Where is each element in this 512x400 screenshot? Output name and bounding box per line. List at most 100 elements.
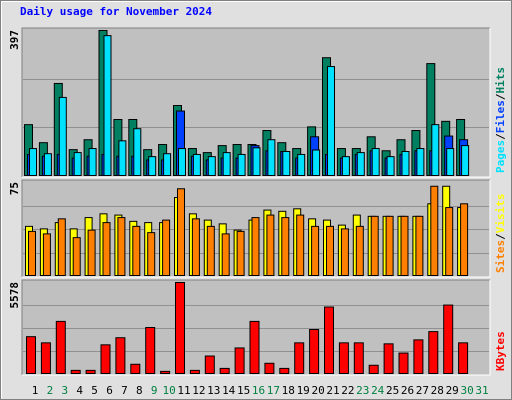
bar bbox=[386, 156, 395, 176]
bar bbox=[177, 188, 185, 276]
bar bbox=[458, 342, 469, 374]
x-tick-label: 3 bbox=[61, 384, 68, 397]
bar bbox=[115, 337, 126, 374]
x-tick-label: 12 bbox=[192, 384, 205, 397]
panel-bevel bbox=[21, 179, 490, 277]
panel-bevel bbox=[22, 280, 491, 376]
legend-entry: Hits bbox=[494, 67, 507, 94]
x-tick-label: 20 bbox=[311, 384, 324, 397]
x-tick-label: 9 bbox=[151, 384, 158, 397]
bar bbox=[191, 218, 200, 276]
x-tick-label: 23 bbox=[356, 384, 369, 397]
bar bbox=[252, 147, 261, 177]
bar bbox=[355, 225, 364, 277]
x-tick-label: 7 bbox=[121, 384, 128, 397]
bar bbox=[189, 369, 200, 374]
bar bbox=[72, 237, 81, 276]
bar bbox=[28, 230, 36, 277]
bar bbox=[55, 320, 66, 374]
x-tick-label: 13 bbox=[207, 384, 220, 397]
legend: Sites/Visits bbox=[494, 194, 507, 274]
bar bbox=[264, 362, 275, 375]
bar bbox=[130, 363, 141, 374]
bar bbox=[206, 225, 215, 277]
bar bbox=[267, 139, 276, 176]
legend: Pages/Files/Hits bbox=[494, 67, 507, 173]
bar bbox=[73, 152, 82, 176]
panel-bevel bbox=[21, 27, 490, 177]
legend-entry: Visits bbox=[494, 194, 507, 234]
x-tick-label: 26 bbox=[401, 384, 414, 397]
x-tick-label: 24 bbox=[371, 384, 385, 397]
legend-separator: / bbox=[494, 93, 507, 100]
bar bbox=[117, 217, 126, 277]
bar bbox=[309, 328, 320, 375]
bar bbox=[385, 215, 394, 276]
bar bbox=[294, 342, 305, 374]
bar bbox=[443, 304, 454, 374]
bar bbox=[341, 156, 350, 176]
bar bbox=[133, 128, 142, 176]
bar bbox=[40, 342, 51, 374]
bar bbox=[222, 152, 231, 176]
bar bbox=[297, 153, 306, 176]
bar bbox=[221, 233, 230, 277]
bar bbox=[204, 355, 215, 375]
bar bbox=[236, 230, 245, 277]
bar bbox=[160, 370, 171, 375]
bar bbox=[428, 331, 439, 375]
legend-entry: Files bbox=[494, 100, 507, 133]
legend: KBytes bbox=[494, 331, 507, 371]
x-tick-label: 15 bbox=[237, 384, 250, 397]
bar bbox=[26, 336, 36, 374]
bar bbox=[430, 185, 439, 276]
bar bbox=[43, 153, 52, 176]
y-tick-label: 75 bbox=[8, 182, 21, 195]
bar bbox=[219, 367, 230, 375]
bar bbox=[249, 320, 260, 374]
panel-bevel bbox=[22, 28, 491, 178]
bar bbox=[401, 150, 410, 177]
bar bbox=[461, 145, 470, 176]
bar bbox=[445, 207, 454, 276]
bar bbox=[416, 148, 425, 177]
x-tick-label: 2 bbox=[47, 384, 54, 397]
y-tick-label: 5578 bbox=[8, 282, 21, 309]
bar bbox=[398, 352, 409, 375]
legend-separator: / bbox=[494, 233, 507, 240]
bar bbox=[326, 225, 334, 277]
chart-title: Daily usage for November 2024 bbox=[20, 5, 212, 18]
bar bbox=[327, 66, 335, 176]
bar bbox=[85, 369, 96, 374]
bar bbox=[175, 282, 185, 374]
legend-entry: Sites bbox=[494, 240, 507, 273]
bar bbox=[70, 369, 81, 374]
y-tick-label: 397 bbox=[8, 30, 21, 50]
x-tick-label: 14 bbox=[222, 384, 236, 397]
bar bbox=[370, 215, 379, 276]
bar bbox=[282, 150, 291, 177]
bar bbox=[87, 229, 96, 276]
bar bbox=[446, 148, 455, 177]
x-tick-label: 30 bbox=[460, 384, 473, 397]
bar bbox=[383, 343, 394, 374]
bar bbox=[88, 148, 97, 177]
bar bbox=[57, 218, 66, 276]
x-tick-label: 11 bbox=[177, 384, 190, 397]
bar bbox=[42, 233, 51, 277]
x-tick-label: 19 bbox=[297, 384, 310, 397]
bar bbox=[102, 222, 111, 277]
x-tick-label: 5 bbox=[91, 384, 98, 397]
bar bbox=[460, 203, 469, 277]
x-tick-label: 31 bbox=[475, 384, 488, 397]
x-tick-label: 8 bbox=[136, 384, 143, 397]
bar bbox=[324, 306, 334, 375]
panel-bevel bbox=[21, 279, 490, 375]
x-tick-label: 6 bbox=[106, 384, 113, 397]
bar bbox=[163, 153, 172, 176]
x-tick-label: 25 bbox=[386, 384, 399, 397]
bar bbox=[132, 225, 141, 277]
bar bbox=[192, 153, 201, 176]
